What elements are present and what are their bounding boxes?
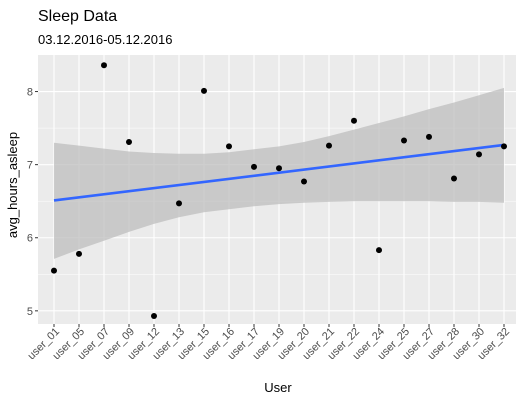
data-point-user_12 xyxy=(151,313,157,319)
data-point-user_15 xyxy=(201,88,207,94)
x-axis-title: User xyxy=(264,380,292,395)
data-point-user_20 xyxy=(301,178,307,184)
y-tick-label: 5 xyxy=(27,306,33,318)
y-tick-label: 8 xyxy=(27,87,33,99)
data-point-user_07 xyxy=(101,62,107,68)
data-point-user_09 xyxy=(126,139,132,145)
data-point-user_05 xyxy=(76,251,82,257)
data-point-user_32 xyxy=(501,143,507,149)
data-point-user_25 xyxy=(401,138,407,144)
chart-title: Sleep Data xyxy=(38,8,117,25)
x-axis-ticks: user_01user_05user_07user_09user_12user_… xyxy=(26,324,513,362)
y-axis-title: avg_hours_asleep xyxy=(5,132,20,238)
data-point-user_13 xyxy=(176,200,182,206)
data-point-user_19 xyxy=(276,165,282,171)
y-axis-ticks: 5 6 7 8 xyxy=(27,87,38,318)
data-point-user_28 xyxy=(451,176,457,182)
y-tick-label: 7 xyxy=(27,160,33,172)
data-point-user_30 xyxy=(476,151,482,157)
data-point-user_27 xyxy=(426,134,432,140)
data-point-user_16 xyxy=(226,143,232,149)
data-point-user_01 xyxy=(51,268,57,274)
chart-subtitle: 03.12.2016-05.12.2016 xyxy=(38,32,172,47)
data-point-user_24 xyxy=(376,247,382,253)
y-tick-label: 6 xyxy=(27,233,33,245)
data-point-user_22 xyxy=(351,118,357,124)
data-point-user_21 xyxy=(326,143,332,149)
data-point-user_17 xyxy=(251,164,257,170)
